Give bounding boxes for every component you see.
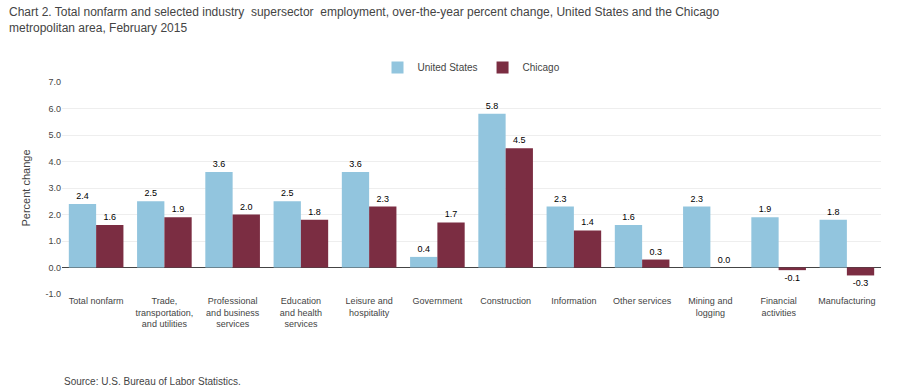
svg-text:2.5: 2.5 — [144, 188, 157, 198]
svg-text:1.7: 1.7 — [445, 209, 458, 219]
svg-text:4.0: 4.0 — [48, 157, 61, 167]
svg-text:1.6: 1.6 — [622, 212, 635, 222]
svg-text:Chicago: Chicago — [523, 62, 560, 73]
svg-text:2.3: 2.3 — [377, 194, 390, 204]
svg-text:5.0: 5.0 — [48, 130, 61, 140]
svg-text:Educationand healthservices: Educationand healthservices — [280, 296, 322, 329]
svg-text:-0.3: -0.3 — [853, 278, 869, 288]
svg-text:Manufacturing: Manufacturing — [818, 296, 875, 306]
svg-text:Leisure andhospitality: Leisure andhospitality — [346, 296, 393, 318]
svg-text:0.3: 0.3 — [650, 247, 663, 257]
svg-text:-0.1: -0.1 — [785, 273, 801, 283]
svg-text:Government: Government — [413, 296, 463, 306]
svg-text:5.8: 5.8 — [486, 101, 499, 111]
svg-text:1.9: 1.9 — [172, 204, 185, 214]
svg-text:1.0: 1.0 — [48, 236, 61, 246]
svg-text:1.8: 1.8 — [827, 207, 840, 217]
svg-text:United States: United States — [418, 62, 478, 73]
svg-text:Chart 2. Total nonfarm and sel: Chart 2. Total nonfarm and selected indu… — [9, 5, 719, 35]
svg-text:0.4: 0.4 — [417, 244, 430, 254]
svg-text:6.0: 6.0 — [48, 104, 61, 114]
svg-text:Trade,transportation,and utili: Trade,transportation,and utilities — [136, 296, 194, 329]
svg-text:Mining andlogging: Mining andlogging — [688, 296, 732, 318]
svg-text:2.3: 2.3 — [690, 194, 703, 204]
svg-text:1.6: 1.6 — [104, 212, 117, 222]
svg-text:Total nonfarm: Total nonfarm — [69, 296, 124, 306]
svg-text:2.0: 2.0 — [48, 210, 61, 220]
svg-text:2.5: 2.5 — [281, 188, 294, 198]
svg-text:3.6: 3.6 — [349, 159, 362, 169]
svg-text:3.0: 3.0 — [48, 183, 61, 193]
svg-text:2.3: 2.3 — [554, 194, 567, 204]
svg-text:7.0: 7.0 — [48, 77, 61, 87]
svg-text:0.0: 0.0 — [718, 255, 731, 265]
svg-text:3.6: 3.6 — [213, 159, 226, 169]
svg-text:0.0: 0.0 — [48, 263, 61, 273]
svg-text:Percent change: Percent change — [20, 149, 32, 226]
svg-text:2.4: 2.4 — [76, 191, 89, 201]
svg-text:Financialactivities: Financialactivities — [761, 296, 797, 318]
svg-text:1.8: 1.8 — [308, 207, 321, 217]
svg-text:Construction: Construction — [480, 296, 531, 306]
svg-text:1.4: 1.4 — [581, 217, 594, 227]
svg-text:4.5: 4.5 — [513, 135, 526, 145]
svg-text:Professionaland businessservic: Professionaland businessservices — [206, 296, 260, 329]
svg-text:-1.0: -1.0 — [45, 289, 61, 299]
svg-text:Other services: Other services — [613, 296, 672, 306]
svg-text:Source: U.S. Bureau of Labor S: Source: U.S. Bureau of Labor Statistics. — [64, 376, 241, 387]
svg-text:2.0: 2.0 — [240, 202, 253, 212]
svg-text:Information: Information — [551, 296, 596, 306]
svg-text:1.9: 1.9 — [759, 204, 772, 214]
